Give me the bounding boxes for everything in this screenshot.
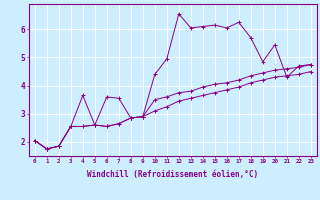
X-axis label: Windchill (Refroidissement éolien,°C): Windchill (Refroidissement éolien,°C): [87, 170, 258, 179]
